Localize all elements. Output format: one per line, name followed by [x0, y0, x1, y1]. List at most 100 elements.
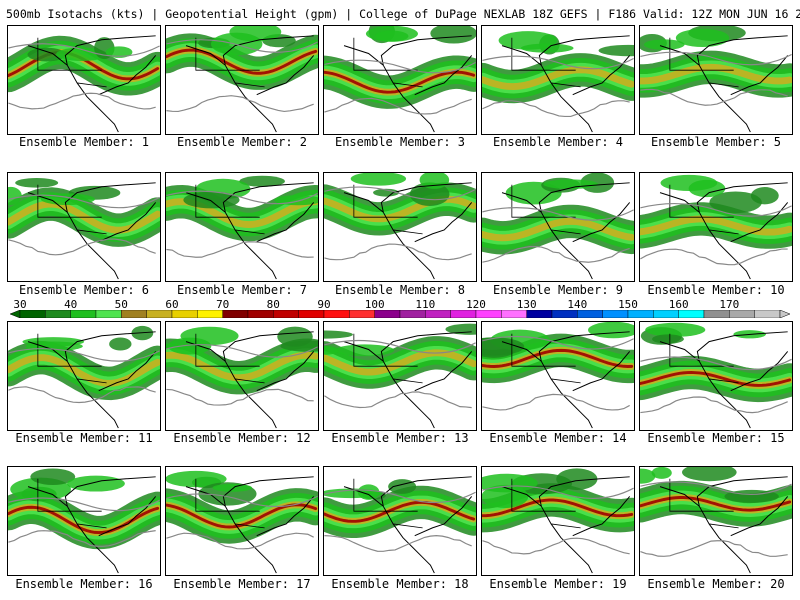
height-contour: [8, 194, 160, 209]
isotach-band: [324, 195, 476, 223]
ensemble-member-label: Ensemble Member: 19: [489, 577, 627, 591]
isotach-blob: [239, 175, 286, 187]
ensemble-member-label: Ensemble Member: 9: [492, 283, 624, 297]
ensemble-member-label: Ensemble Member: 15: [647, 431, 785, 445]
coastline: [185, 182, 315, 280]
coastline: [27, 35, 157, 133]
isotach-blob: [357, 484, 380, 500]
coastline: [185, 331, 315, 429]
colorbar-tick-label: 50: [114, 298, 128, 311]
colorbar-tick-label: 30: [13, 298, 27, 311]
ensemble-map-panel: [323, 172, 477, 282]
political-border: [353, 184, 423, 235]
isotach-blob: [15, 178, 59, 188]
isotach-blob: [388, 479, 417, 494]
height-contour: [482, 335, 634, 350]
height-contour: [640, 540, 788, 557]
political-border: [511, 478, 581, 529]
colorbar-tick-label: 130: [516, 298, 537, 311]
colorbar-segment: [602, 310, 629, 318]
height-contour: [166, 39, 318, 53]
isotach-blob: [109, 337, 132, 351]
height-contour: [166, 343, 318, 358]
height-contour: [324, 59, 476, 74]
height-contour: [640, 396, 788, 414]
isotach-blob: [324, 330, 353, 339]
isotach-blob: [643, 39, 685, 50]
ensemble-map: [324, 323, 476, 429]
height-contour: [482, 207, 634, 221]
colorbar-segment: [121, 310, 147, 318]
ensemble-map-panel: [639, 466, 793, 576]
ensemble-map-panel: [165, 321, 319, 431]
ensemble-map: [166, 326, 318, 429]
political-border: [511, 333, 581, 384]
ensemble-map: [8, 325, 160, 429]
coastline: [27, 331, 157, 429]
colorbar-segment: [399, 310, 426, 318]
ensemble-map-panel: [481, 172, 635, 282]
colorbar-tick-label: 40: [64, 298, 78, 311]
political-border: [511, 184, 581, 235]
height-contour: [324, 391, 472, 409]
colorbar-right-arrow: [779, 310, 790, 318]
political-border: [511, 37, 581, 88]
political-border: [37, 37, 107, 88]
isotach-blob: [373, 188, 400, 197]
colorbar-tick-label: 150: [618, 298, 638, 311]
colorbar-segment: [70, 310, 97, 318]
political-border: [37, 333, 107, 384]
ensemble-map-panel: [7, 466, 161, 576]
coastline: [501, 476, 631, 574]
coastline: [27, 182, 157, 280]
isotach-band: [482, 66, 634, 91]
coastline: [501, 331, 631, 429]
height-contour: [166, 388, 314, 406]
colorbar-segment: [247, 310, 274, 318]
colorbar-segment: [197, 310, 223, 318]
ensemble-map: [482, 31, 634, 133]
ensemble-member-label: Ensemble Member: 10: [647, 283, 785, 297]
height-contour: [640, 51, 792, 66]
isotach-blob: [167, 337, 212, 355]
height-contour: [8, 386, 156, 404]
page-title: 500mb Isotachs (kts) | Geopotential Heig…: [6, 7, 800, 21]
ensemble-member-label: Ensemble Member: 18: [331, 577, 469, 591]
height-contour: [640, 481, 792, 496]
ensemble-map-panel: [7, 321, 161, 431]
height-contour: [324, 535, 472, 552]
isotach-blob: [482, 484, 529, 509]
ensemble-map: [640, 322, 792, 429]
colorbar-segment: [298, 310, 325, 318]
colorbar-tick-label: 170: [719, 298, 740, 311]
colorbar-segment: [425, 310, 451, 318]
ensemble-map-panel: [7, 25, 161, 135]
colorbar-segment: [703, 310, 730, 318]
colorbar-segment: [45, 310, 71, 318]
ensemble-map-panel: [323, 466, 477, 576]
height-contour: [8, 497, 160, 512]
political-border: [195, 478, 265, 529]
colorbar-segment: [273, 310, 299, 318]
isotach-blob: [640, 468, 656, 484]
height-contour: [324, 489, 476, 504]
colorbar-segment: [475, 310, 502, 318]
ensemble-map: [8, 468, 160, 574]
ensemble-member-label: Ensemble Member: 3: [334, 135, 466, 149]
colorbar-segment: [653, 310, 679, 318]
height-contour: [482, 537, 630, 555]
ensemble-map: [324, 173, 476, 280]
ensemble-map: [482, 322, 634, 429]
isotach-blob: [709, 191, 762, 214]
isotach-band: [8, 354, 160, 387]
ensemble-map-panel: [481, 321, 635, 431]
coastline: [659, 35, 789, 133]
ensemble-map-panel: [7, 172, 161, 282]
isotach-blob: [229, 26, 282, 42]
isotach-band: [482, 217, 634, 242]
ensemble-map-panel: [481, 466, 635, 576]
isotach-blob: [588, 322, 634, 339]
isotach-blob: [324, 345, 339, 355]
height-contour: [166, 95, 314, 113]
ensemble-map: [640, 26, 792, 133]
